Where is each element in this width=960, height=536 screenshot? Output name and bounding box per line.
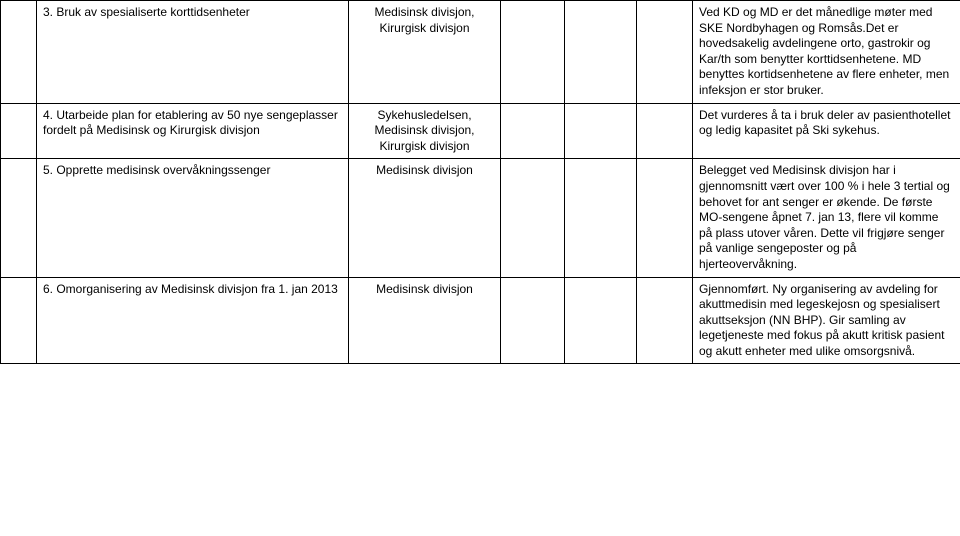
cell: 6. Omorganisering av Medisinsk divisjon … [37,277,349,364]
cell [637,103,693,159]
cell [565,103,637,159]
cell: Det vurderes å ta i bruk deler av pasien… [693,103,960,159]
cell [637,159,693,277]
table-row: 6. Omorganisering av Medisinsk divisjon … [1,277,960,364]
cell: Medisinsk divisjon [349,159,501,277]
table-row: 3. Bruk av spesialiserte korttidsenheter… [1,1,960,104]
cell: 4. Utarbeide plan for etablering av 50 n… [37,103,349,159]
document-page: 3. Bruk av spesialiserte korttidsenheter… [0,0,960,536]
cell: Belegget ved Medisinsk divisjon har i gj… [693,159,960,277]
cell [1,277,37,364]
cell [565,159,637,277]
cell [501,277,565,364]
cell [1,159,37,277]
table-row: 5. Opprette medisinsk overvåkningssenger… [1,159,960,277]
cell: Ved KD og MD er det månedlige møter med … [693,1,960,104]
cell: 5. Opprette medisinsk overvåkningssenger [37,159,349,277]
cell [637,1,693,104]
cell [501,159,565,277]
cell [501,1,565,104]
cell: Medisinsk divisjon [349,277,501,364]
content-table: 3. Bruk av spesialiserte korttidsenheter… [0,0,960,364]
table-row: 4. Utarbeide plan for etablering av 50 n… [1,103,960,159]
cell [1,103,37,159]
cell: Gjennomført. Ny organisering av avdeling… [693,277,960,364]
cell [1,1,37,104]
cell [565,277,637,364]
cell [501,103,565,159]
cell: Sykehusledelsen, Medisinsk divisjon, Kir… [349,103,501,159]
cell: Medisinsk divisjon, Kirurgisk divisjon [349,1,501,104]
cell: 3. Bruk av spesialiserte korttidsenheter [37,1,349,104]
cell [565,1,637,104]
cell [637,277,693,364]
